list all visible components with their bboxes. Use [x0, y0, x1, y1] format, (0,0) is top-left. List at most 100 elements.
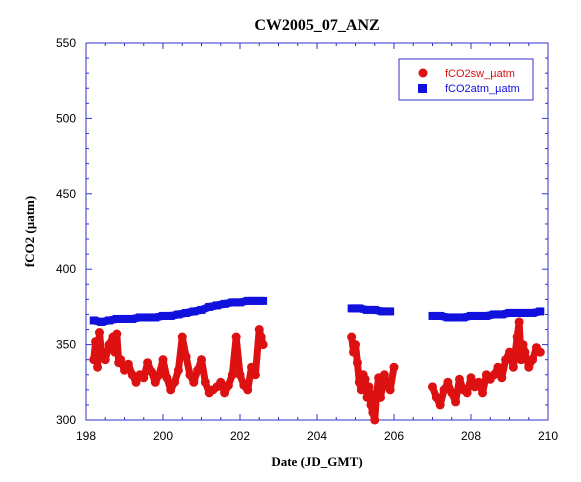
data-point-fco2sw — [528, 355, 538, 365]
series-segment-fco2atm — [92, 316, 103, 326]
data-point-fco2sw — [143, 358, 153, 368]
series-segment-fco2atm — [208, 301, 218, 311]
series-segment-fco2atm — [485, 310, 495, 320]
data-point-fco2sw — [447, 388, 457, 398]
y-tick-label: 400 — [56, 262, 76, 276]
data-point-fco2sw — [489, 370, 499, 380]
series-segment-fco2atm — [223, 298, 234, 308]
chart-title: CW2005_07_ANZ — [254, 17, 379, 34]
data-point-fco2sw — [110, 347, 120, 357]
legend-box — [398, 58, 534, 101]
data-point-fco2sw — [352, 358, 362, 368]
data-point-fco2sw — [216, 377, 226, 387]
series-fco2sw — [89, 317, 545, 425]
data-point-fco2sw — [385, 385, 395, 395]
series-segment-fco2atm — [169, 310, 180, 320]
data-point-fco2sw — [381, 377, 391, 387]
data-point-fco2sw — [366, 400, 376, 410]
data-point-fco2sw — [493, 362, 503, 372]
data-point-fco2sw — [514, 317, 524, 327]
series-segment-fco2atm — [373, 305, 384, 316]
series-segment-fco2atm — [358, 304, 368, 314]
data-point-fco2sw — [220, 388, 230, 398]
legend: fCO2sw_µatm fCO2atm_µatm — [398, 58, 534, 101]
tick-labels: 198 200 202 204 206 208 210 300 350 400 450 500 550 — [56, 36, 558, 443]
data-point-fco2sw — [368, 407, 378, 417]
y-axis-label: fCO2 (µatm) — [22, 196, 37, 267]
y-tick-label: 550 — [56, 36, 76, 50]
data-point-fco2sw — [223, 380, 233, 390]
y-tick-label: 450 — [56, 187, 76, 201]
data-point-fco2sw — [520, 347, 530, 357]
data-point-fco2sw — [193, 365, 203, 375]
data-point-fco2sw — [150, 377, 160, 387]
data-point-fco2sw — [370, 415, 380, 425]
data-point-fco2sw — [139, 373, 149, 383]
data-point-fco2sw — [439, 385, 449, 395]
series-segment-fco2atm — [185, 307, 195, 317]
x-tick-label: 210 — [538, 429, 558, 443]
data-point-fco2sw — [116, 355, 126, 365]
data-point-fco2sw — [349, 347, 359, 357]
series-segment-fco2atm — [193, 305, 203, 316]
data-point-fco2sw — [200, 377, 210, 387]
data-point-fco2sw — [197, 355, 206, 365]
data-point-fco2sw — [89, 355, 99, 365]
data-point-fco2sw — [131, 377, 141, 387]
data-point-fco2sw — [451, 397, 461, 407]
legend-label-fco2sw: fCO2sw_µatm — [445, 68, 515, 80]
legend-marker-fco2atm — [418, 84, 427, 93]
series-segment-fco2atm — [439, 312, 449, 322]
data-point-fco2sw — [505, 347, 514, 357]
data-point-fco2sw — [435, 400, 445, 410]
data-point-fco2sw — [100, 355, 110, 365]
series-segment-fco2atm — [108, 315, 118, 325]
series-segment-fco2sw — [509, 333, 521, 371]
data-point-fco2sw — [351, 340, 360, 350]
data-point-fco2sw — [104, 340, 114, 350]
data-point-fco2sw — [250, 370, 260, 380]
data-point-fco2sw — [154, 370, 164, 380]
data-point-fco2sw — [189, 377, 199, 387]
series-fco2atm — [89, 296, 545, 326]
series-segment-fco2atm — [216, 299, 226, 310]
x-tick-label: 204 — [307, 429, 327, 443]
data-point-fco2sw — [431, 392, 441, 402]
series-segment-fco2atm — [177, 309, 187, 319]
x-tick-label: 198 — [76, 429, 96, 443]
series-segment-fco2sw — [232, 333, 244, 379]
data-point-fco2sw — [91, 337, 101, 347]
data-point-fco2sw — [96, 347, 106, 357]
series-segment-fco2atm — [531, 307, 542, 317]
series-segment-fco2atm — [501, 309, 511, 319]
data-point-fco2sw — [360, 374, 370, 384]
data-point-fco2sw — [428, 382, 437, 392]
data-point-fco2sw — [227, 370, 237, 380]
data-point-fco2sw — [123, 359, 133, 369]
data-point-fco2sw — [518, 340, 528, 350]
data-point-fco2sw — [93, 362, 103, 372]
data-point-fco2sw — [364, 382, 374, 392]
data-point-fco2sw — [258, 340, 268, 350]
y-tick-label: 350 — [56, 338, 76, 352]
data-point-fco2sw — [146, 367, 156, 377]
data-point-fco2sw — [127, 370, 137, 380]
series-segment-fco2atm — [100, 316, 110, 326]
data-point-fco2sw — [389, 362, 399, 372]
data-point-fco2sw — [376, 392, 386, 402]
data-point-fco2sw — [173, 365, 183, 375]
data-point-fco2sw — [512, 332, 522, 342]
data-point-fco2sw — [356, 385, 366, 395]
data-point-fco2sw — [535, 347, 545, 357]
x-tick-label: 206 — [384, 429, 404, 443]
data-point-fco2sw — [474, 377, 484, 387]
data-point-fco2sw — [497, 373, 507, 383]
legend-label-fco2atm: fCO2atm_µatm — [445, 83, 520, 95]
x-axis-label: Date (JD_GMT) — [271, 454, 362, 469]
y-tick-label: 500 — [56, 111, 76, 125]
data-point-fco2sw — [162, 373, 172, 383]
data-point-fco2sw — [256, 332, 266, 342]
x-tick-label: 208 — [461, 429, 481, 443]
data-point-fco2sw — [454, 374, 464, 384]
